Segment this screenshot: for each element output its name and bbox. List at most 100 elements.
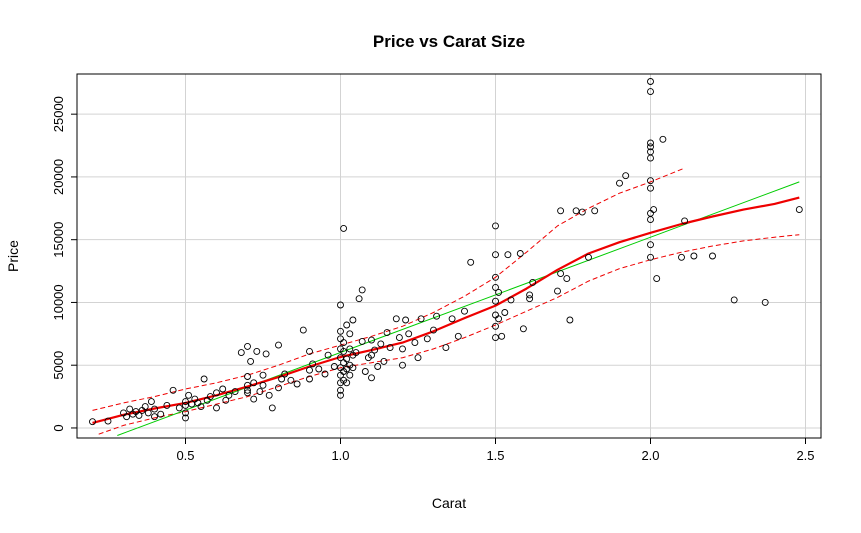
data-point	[231, 388, 239, 396]
data-point	[321, 370, 329, 378]
data-point	[182, 409, 189, 417]
data-point	[237, 349, 245, 357]
data-point	[492, 251, 499, 259]
data-point	[526, 291, 534, 299]
data-point	[467, 258, 475, 266]
data-point	[678, 253, 685, 261]
data-point	[498, 332, 506, 340]
y-tick-label: 10000	[51, 284, 66, 320]
data-point	[278, 375, 286, 383]
data-point	[395, 334, 403, 342]
data-point	[578, 208, 586, 216]
data-point	[392, 315, 400, 323]
data-point	[647, 177, 654, 185]
data-point	[647, 139, 654, 147]
data-point	[275, 341, 282, 349]
data-point	[681, 217, 689, 225]
data-point	[250, 379, 258, 387]
data-point	[368, 374, 375, 382]
y-tick-label: 0	[51, 424, 66, 431]
data-point	[151, 413, 158, 421]
data-point	[182, 401, 189, 409]
data-point	[647, 143, 654, 151]
data-point	[405, 330, 413, 338]
data-point	[448, 315, 456, 323]
data-point	[330, 363, 338, 370]
data-point	[225, 391, 233, 399]
data-point	[383, 329, 391, 337]
data-point	[244, 389, 251, 397]
data-point	[268, 404, 276, 412]
data-point	[340, 224, 348, 232]
data-point	[492, 222, 499, 230]
data-point	[337, 327, 344, 335]
data-point	[557, 207, 565, 215]
data-point	[340, 347, 348, 355]
data-point	[169, 386, 177, 394]
data-point	[529, 278, 537, 286]
data-point	[495, 315, 503, 323]
data-point	[585, 253, 592, 261]
data-point	[414, 354, 422, 362]
data-point	[309, 360, 317, 368]
x-tick-label: 2.0	[641, 448, 659, 463]
data-point	[346, 345, 354, 353]
data-point	[566, 316, 574, 324]
plot-frame	[76, 73, 822, 439]
data-point	[653, 275, 661, 283]
data-point	[337, 386, 344, 394]
data-point	[492, 297, 499, 305]
data-point	[591, 207, 599, 215]
x-axis-label: Carat	[432, 495, 466, 511]
data-point	[343, 355, 351, 363]
data-point	[123, 413, 131, 421]
data-point	[355, 295, 363, 303]
data-point	[287, 376, 295, 384]
smooth-fit-line	[92, 196, 800, 424]
data-point	[299, 326, 307, 334]
data-point	[374, 363, 382, 370]
data-point	[557, 270, 565, 278]
data-point	[324, 351, 332, 359]
x-tick-label: 2.5	[796, 448, 814, 463]
data-point	[504, 251, 512, 259]
data-point	[647, 78, 654, 85]
data-point	[337, 301, 344, 309]
data-point	[340, 339, 348, 347]
data-point	[244, 342, 251, 350]
data-point	[306, 375, 313, 383]
data-point	[163, 401, 171, 409]
data-point	[352, 349, 360, 357]
data-point	[361, 368, 369, 375]
data-point	[423, 335, 431, 343]
data-point	[185, 391, 193, 399]
data-point	[256, 388, 264, 396]
data-point	[492, 334, 499, 342]
data-point	[126, 405, 134, 413]
y-axis-label: Price	[5, 240, 21, 272]
data-point	[222, 396, 230, 404]
data-point	[89, 418, 96, 426]
data-point	[516, 250, 524, 257]
data-point	[622, 172, 630, 180]
data-point	[647, 148, 654, 156]
data-point	[213, 404, 220, 412]
data-point	[371, 346, 379, 354]
data-point	[144, 409, 152, 417]
data-point	[265, 391, 273, 399]
data-point	[430, 326, 437, 334]
data-point	[197, 403, 205, 411]
data-point	[377, 340, 385, 348]
upper-band-line	[92, 167, 685, 411]
data-point	[206, 393, 214, 401]
data-point	[151, 405, 158, 413]
data-point	[259, 381, 267, 389]
data-point	[795, 206, 803, 214]
data-point	[343, 321, 351, 329]
data-point	[213, 389, 220, 397]
data-point	[402, 316, 410, 324]
data-point	[647, 88, 654, 96]
data-point	[647, 241, 654, 249]
data-point	[250, 395, 258, 403]
data-point	[730, 296, 738, 304]
